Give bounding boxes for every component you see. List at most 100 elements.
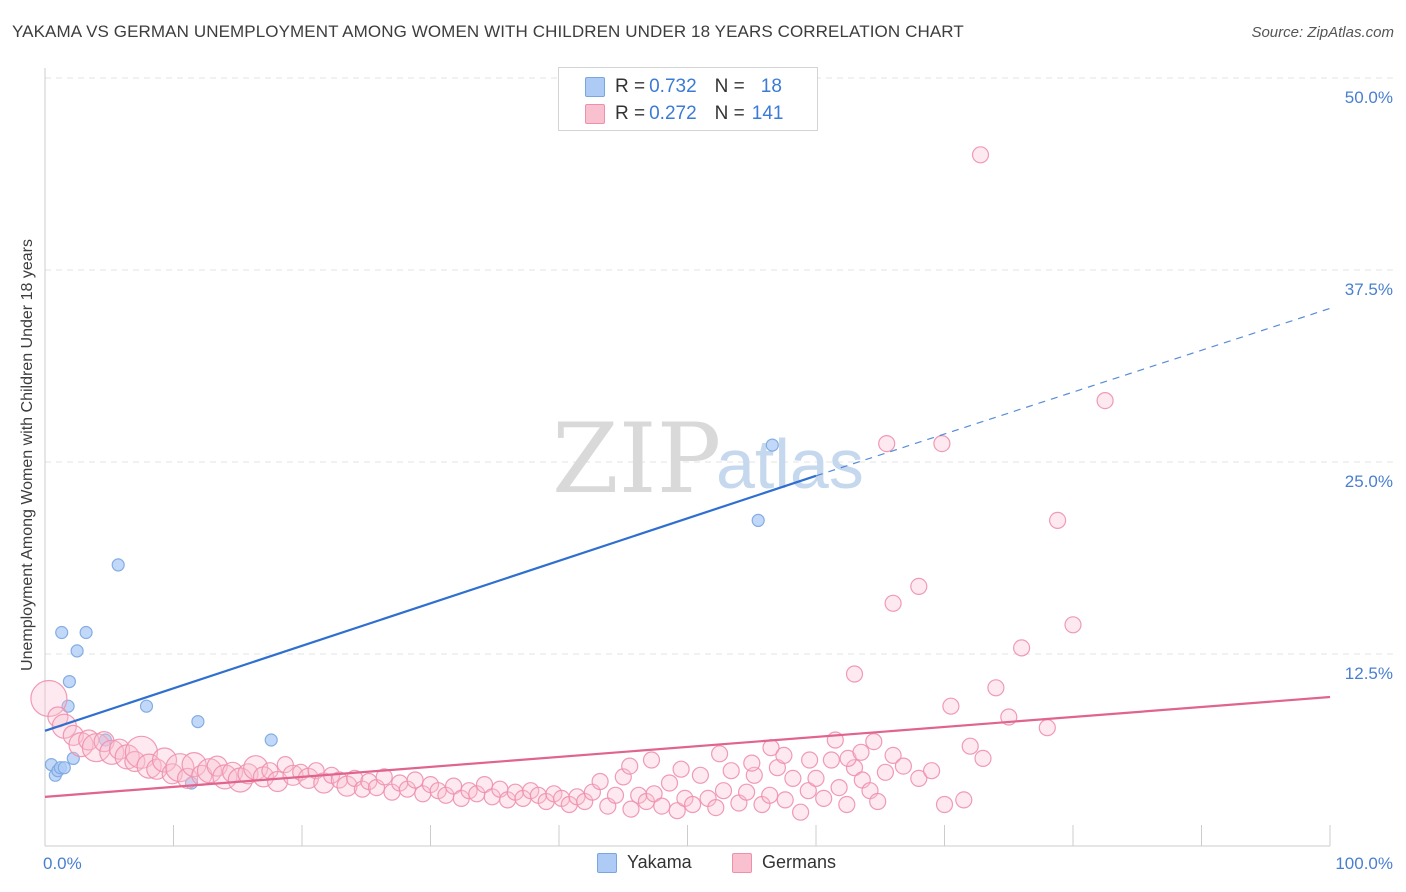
german-point bbox=[181, 751, 207, 778]
german-point bbox=[761, 786, 779, 804]
german-point bbox=[865, 732, 883, 751]
german-point bbox=[124, 750, 146, 773]
german-point bbox=[614, 768, 632, 786]
german-point bbox=[375, 768, 393, 786]
r-value: 0.732 bbox=[649, 76, 697, 97]
yakama-trend-line bbox=[44, 474, 817, 732]
watermark-atlas: atlas bbox=[716, 425, 864, 503]
german-point bbox=[845, 759, 864, 777]
yakama-point bbox=[57, 761, 71, 775]
german-point bbox=[93, 730, 115, 753]
german-point bbox=[800, 751, 819, 769]
german-point bbox=[672, 760, 690, 778]
german-point bbox=[108, 738, 131, 760]
german-point bbox=[722, 762, 740, 780]
german-point bbox=[955, 791, 973, 809]
r-value: 0.272 bbox=[649, 103, 697, 124]
german-point bbox=[177, 767, 199, 790]
yakama-point bbox=[61, 699, 75, 713]
german-point bbox=[707, 798, 725, 817]
german-point bbox=[869, 792, 887, 811]
german-point bbox=[683, 795, 702, 814]
y-axis-label: Unemployment Among Women with Children U… bbox=[19, 239, 36, 671]
german-point bbox=[653, 797, 671, 815]
german-point bbox=[445, 777, 463, 795]
german-point bbox=[475, 775, 494, 794]
yakama-swatch bbox=[585, 77, 605, 97]
german-point bbox=[645, 785, 663, 803]
german-point bbox=[714, 782, 733, 800]
r-label: R = bbox=[615, 103, 646, 124]
german-point bbox=[743, 754, 761, 772]
legend-label: Germans bbox=[762, 852, 837, 872]
german-point bbox=[933, 435, 951, 453]
german-point bbox=[784, 769, 802, 788]
german-point bbox=[884, 594, 902, 612]
german-point bbox=[971, 146, 990, 164]
german-point bbox=[99, 739, 125, 765]
german-point bbox=[591, 772, 609, 791]
yakama-trend-line-extension bbox=[815, 307, 1331, 477]
yakama-point bbox=[139, 699, 154, 713]
yakama-point bbox=[55, 625, 69, 640]
german-point bbox=[691, 766, 710, 784]
axes bbox=[44, 68, 1331, 847]
german-point bbox=[776, 791, 794, 809]
y-tick-label: 50.0% bbox=[1345, 88, 1393, 107]
tick-labels: 12.5% 25.0% 37.5% 50.0% 0.0% 100.0% bbox=[43, 88, 1393, 873]
german-point bbox=[922, 762, 941, 780]
yakama-point bbox=[70, 644, 84, 658]
legend-label: Yakama bbox=[627, 852, 692, 872]
german-point bbox=[136, 753, 162, 779]
x-tick-label: 100.0% bbox=[1335, 854, 1393, 873]
german-point bbox=[124, 735, 158, 769]
german-point bbox=[822, 751, 841, 769]
german-point bbox=[668, 802, 686, 820]
y-tick-label: 12.5% bbox=[1345, 664, 1393, 683]
yakama-point bbox=[111, 558, 125, 572]
german-point bbox=[884, 746, 902, 765]
german-point bbox=[878, 435, 896, 453]
yakama-point bbox=[79, 625, 93, 640]
german-point bbox=[845, 665, 864, 683]
x-tick-label: 0.0% bbox=[43, 854, 82, 873]
german-point bbox=[838, 795, 856, 814]
german-point bbox=[910, 577, 928, 596]
german-point bbox=[815, 789, 833, 808]
watermark-zip: ZIP bbox=[552, 403, 721, 515]
grid-lines bbox=[45, 77, 1395, 655]
legend-item-germans: Germans bbox=[732, 852, 836, 873]
german-point bbox=[852, 743, 870, 761]
yakama-point bbox=[191, 714, 205, 729]
german-point bbox=[78, 729, 100, 751]
german-point bbox=[1012, 639, 1031, 657]
german-point bbox=[807, 769, 825, 788]
german-point bbox=[68, 731, 94, 758]
german-point bbox=[942, 697, 960, 715]
n-value: 18 bbox=[760, 76, 782, 97]
yakama-point bbox=[264, 733, 278, 747]
yakama-point bbox=[62, 674, 77, 689]
legend-row-yakama: R = 0.732 N = 18 bbox=[585, 75, 782, 99]
n-label: N = bbox=[714, 76, 745, 97]
chart-title: YAKAMA VS GERMAN UNEMPLOYMENT AMONG WOME… bbox=[12, 22, 964, 41]
german-point bbox=[621, 757, 639, 775]
german-point bbox=[894, 757, 913, 775]
german-point bbox=[151, 747, 178, 773]
german-point bbox=[974, 749, 992, 768]
watermark: ZIP atlas bbox=[552, 403, 864, 515]
german-point bbox=[775, 746, 793, 765]
legend-item-yakama: Yakama bbox=[597, 852, 692, 873]
trend-lines bbox=[44, 307, 1331, 798]
german-point bbox=[710, 745, 729, 763]
german-point bbox=[660, 774, 679, 792]
german-point bbox=[961, 737, 979, 755]
german-point bbox=[606, 786, 625, 804]
yakama-point bbox=[751, 513, 765, 528]
german-point bbox=[1096, 392, 1114, 410]
german-point bbox=[737, 783, 756, 801]
german-point bbox=[237, 763, 259, 785]
correlation-legend: R = 0.732 N = 18 R = 0.272 N = 141 bbox=[558, 67, 818, 131]
german-point bbox=[910, 769, 928, 788]
